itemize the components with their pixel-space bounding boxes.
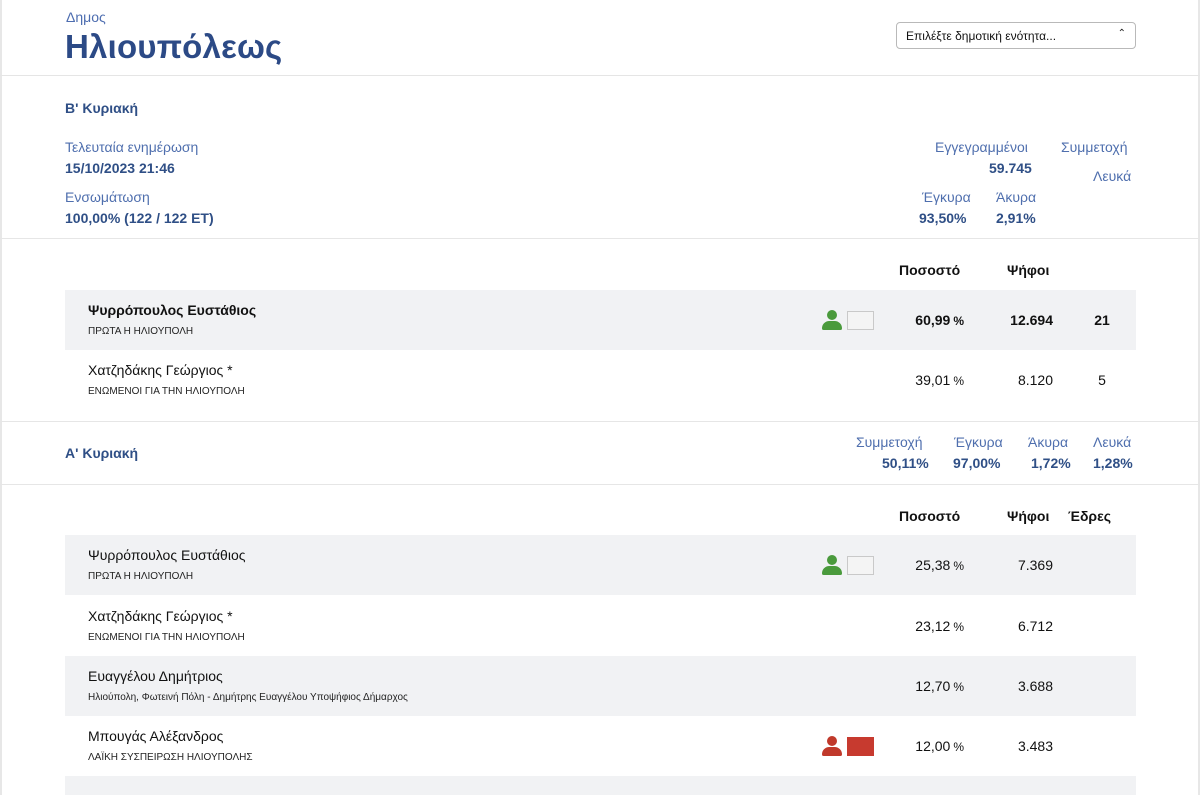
round-a-valid-value: 97,00% bbox=[953, 455, 1001, 471]
table-row[interactable]: Ψυρρόπουλος Ευστάθιος ΠΡΩΤΑ Η ΗΛΙΟΥΠΟΛΗ … bbox=[65, 535, 1136, 595]
table-row[interactable]: Ψυρρόπουλος Ευστάθιος ΠΡΩΤΑ Η ΗΛΙΟΥΠΟΛΗ … bbox=[65, 290, 1136, 350]
candidate-percent: 25,38% bbox=[915, 557, 964, 573]
candidate-party: ΕΝΩΜΕΝΟΙ ΓΙΑ ΤΗΝ ΗΛΙΟΥΠΟΛΗ bbox=[88, 386, 245, 397]
candidate-votes: 3.483 bbox=[1017, 738, 1053, 754]
invalid-value: 2,91% bbox=[996, 210, 1036, 226]
select-placeholder: Επιλέξτε δημοτική ενότητα... bbox=[906, 29, 1057, 43]
table-row[interactable] bbox=[65, 776, 1136, 795]
invalid-label: Άκυρα bbox=[996, 189, 1037, 205]
candidate-votes: 6.712 bbox=[1017, 618, 1053, 634]
col-header-votes: Ψήφοι bbox=[1007, 262, 1050, 278]
candidate-votes: 12.694 bbox=[1010, 312, 1053, 328]
candidate-name: Χατζηδάκης Γεώργιος * bbox=[88, 362, 233, 378]
round-a-valid-label: Έγκυρα bbox=[954, 434, 1003, 450]
round-a-invalid-value: 1,72% bbox=[1031, 455, 1071, 471]
table-row[interactable]: Μπουγάς Αλέξανδρος ΛΑΪΚΗ ΣΥΣΠΕΙΡΩΣΗ ΗΛΙΟ… bbox=[65, 716, 1136, 776]
candidate-percent: 12,70% bbox=[915, 678, 964, 694]
round-a-turnout-value: 50,11% bbox=[882, 455, 929, 471]
candidate-name: Ψυρρόπουλος Ευστάθιος bbox=[88, 302, 257, 318]
table-row[interactable]: Ευαγγέλου Δημήτριος Ηλιούπολη, Φωτεινή Π… bbox=[65, 656, 1136, 716]
table-row[interactable]: Χατζηδάκης Γεώργιος * ΕΝΩΜΕΝΟΙ ΓΙΑ ΤΗΝ Η… bbox=[65, 596, 1136, 656]
round-a-blank-value: 1,28% bbox=[1093, 455, 1133, 471]
round-a-turnout-label: Συμμετοχή bbox=[856, 434, 923, 450]
municipal-unit-select[interactable]: Επιλέξτε δημοτική ενότητα... ⌃ bbox=[896, 22, 1136, 49]
round-a-title: Α' Κυριακή bbox=[65, 445, 139, 461]
last-update-value: 15/10/2023 21:46 bbox=[65, 160, 175, 176]
valid-label: Έγκυρα bbox=[922, 189, 971, 205]
valid-value: 93,50% bbox=[919, 210, 967, 226]
col-header-seats: Έδρες bbox=[1068, 508, 1112, 524]
candidate-name: Μπουγάς Αλέξανδρος bbox=[88, 728, 224, 744]
candidate-percent: 12,00% bbox=[915, 738, 964, 754]
municipality-label: Δημος bbox=[66, 9, 106, 25]
candidate-name: Ευαγγέλου Δημήτριος bbox=[88, 668, 223, 684]
party-color-swatch bbox=[847, 311, 874, 330]
party-color-swatch bbox=[847, 556, 874, 575]
round-a-blank-label: Λευκά bbox=[1093, 434, 1132, 450]
person-icon bbox=[821, 555, 843, 577]
integration-value: 100,00% (122 / 122 ΕΤ) bbox=[65, 210, 214, 226]
candidate-name: Ψυρρόπουλος Ευστάθιος bbox=[88, 547, 246, 563]
turnout-label: Συμμετοχή bbox=[1061, 139, 1128, 155]
integration-label: Ενσωμάτωση bbox=[65, 189, 150, 205]
candidate-percent: 60,99% bbox=[915, 312, 964, 328]
candidate-votes: 7.369 bbox=[1017, 557, 1053, 573]
person-icon bbox=[821, 736, 843, 758]
candidate-party: ΠΡΩΤΑ Η ΗΛΙΟΥΠΟΛΗ bbox=[88, 571, 194, 582]
candidate-percent: 39,01% bbox=[915, 372, 964, 388]
divider bbox=[0, 238, 1200, 239]
candidate-votes: 8.120 bbox=[1017, 372, 1053, 388]
candidate-party: ΛΑΪΚΗ ΣΥΣΠΕΙΡΩΣΗ ΗΛΙΟΥΠΟΛΗΣ bbox=[88, 752, 253, 763]
round-b-title: Β' Κυριακή bbox=[65, 100, 139, 116]
chevron-down-icon: ⌃ bbox=[1117, 28, 1126, 39]
candidate-votes: 3.688 bbox=[1017, 678, 1053, 694]
divider bbox=[0, 421, 1200, 422]
registered-value: 59.745 bbox=[989, 160, 1032, 176]
blank-label: Λευκά bbox=[1093, 168, 1132, 184]
candidate-party: ΕΝΩΜΕΝΟΙ ΓΙΑ ΤΗΝ ΗΛΙΟΥΠΟΛΗ bbox=[88, 632, 245, 643]
person-icon bbox=[821, 310, 843, 332]
candidate-party: ΠΡΩΤΑ Η ΗΛΙΟΥΠΟΛΗ bbox=[88, 326, 194, 337]
divider bbox=[0, 484, 1200, 485]
candidate-party: Ηλιούπολη, Φωτεινή Πόλη - Δημήτρης Ευαγγ… bbox=[88, 692, 408, 703]
page-title: Ηλιουπόλεως bbox=[65, 28, 283, 65]
candidate-percent: 23,12% bbox=[915, 618, 964, 634]
candidate-seats: 5 bbox=[1098, 372, 1106, 388]
col-header-percent: Ποσοστό bbox=[899, 262, 961, 278]
col-header-votes: Ψήφοι bbox=[1007, 508, 1050, 524]
registered-label: Εγγεγραμμένοι bbox=[935, 139, 1028, 155]
page-header: Δημος Ηλιουπόλεως Επιλέξτε δημοτική ενότ… bbox=[0, 0, 1200, 76]
col-header-percent: Ποσοστό bbox=[899, 508, 961, 524]
table-row[interactable]: Χατζηδάκης Γεώργιος * ΕΝΩΜΕΝΟΙ ΓΙΑ ΤΗΝ Η… bbox=[65, 350, 1136, 410]
round-a-invalid-label: Άκυρα bbox=[1028, 434, 1069, 450]
candidate-seats: 21 bbox=[1094, 312, 1110, 328]
last-update-label: Τελευταία ενημέρωση bbox=[65, 139, 199, 155]
candidate-name: Χατζηδάκης Γεώργιος * bbox=[88, 608, 233, 624]
party-color-swatch bbox=[847, 737, 874, 756]
